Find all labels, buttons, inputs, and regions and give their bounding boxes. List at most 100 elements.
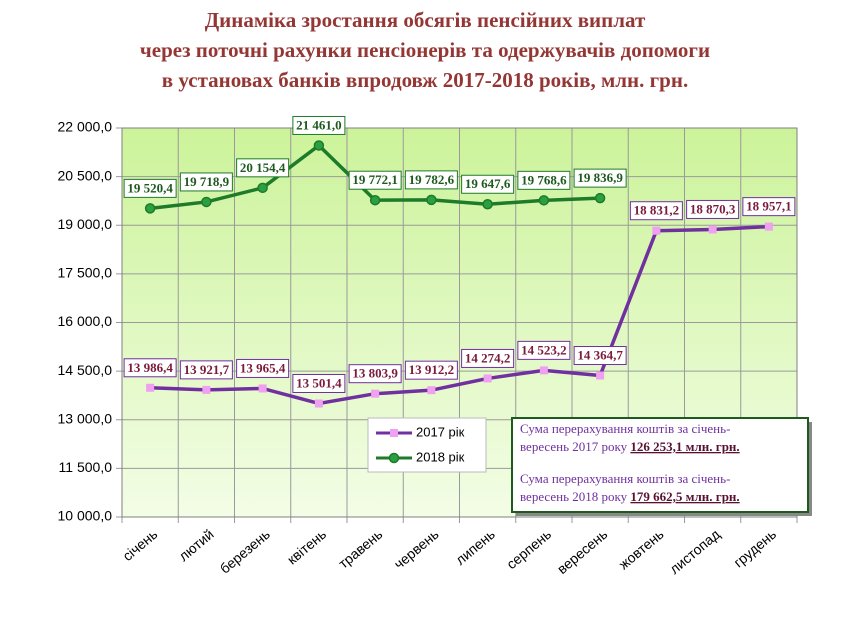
data-label-box: [123, 178, 177, 198]
marker: [201, 196, 212, 208]
data-label-box: [292, 115, 346, 135]
data-label: 13 921,7: [184, 362, 230, 377]
data-label-box: [404, 360, 458, 380]
marker: [596, 371, 605, 380]
data-label-box: [461, 348, 515, 368]
marker: [371, 389, 380, 398]
plot-border: [121, 127, 798, 518]
y-tick-label: 10 000,0: [58, 508, 113, 524]
x-tick-label: січень: [119, 526, 160, 564]
marker: [202, 385, 211, 394]
x-tick-label: березень: [217, 526, 273, 577]
annotation-text: вересень 2018 року 179 662,5 млн. грн.: [520, 489, 740, 504]
x-tick-label: липень: [452, 526, 498, 568]
x-tick-label: грудень: [730, 526, 779, 571]
annotation-text: Сума перерахування коштів за січень-: [520, 471, 730, 486]
x-tick-label: серпень: [503, 526, 554, 572]
data-label-box: [236, 158, 290, 178]
y-tick-label: 17 500,0: [58, 265, 113, 281]
data-label-box: [179, 360, 233, 380]
data-label: 14 274,2: [465, 350, 511, 365]
marker: [258, 384, 267, 393]
marker: [652, 226, 661, 235]
data-label: 20 154,4: [240, 160, 286, 175]
data-label: 19 647,6: [465, 176, 511, 191]
data-label: 18 870,3: [690, 201, 736, 216]
data-label-box: [461, 174, 515, 194]
marker: [314, 399, 323, 408]
data-label-box: [573, 346, 627, 366]
chart-title: в установах банків впродовж 2017-2018 ро…: [162, 68, 688, 92]
data-label-box: [742, 197, 796, 217]
data-label: 19 782,6: [409, 172, 455, 187]
marker: [539, 366, 548, 375]
legend-label: 2017 рік: [416, 424, 465, 439]
x-tick-label: квітень: [284, 526, 329, 568]
data-label: 14 523,2: [521, 342, 567, 357]
legend-label: 2018 рік: [416, 449, 465, 464]
marker: [427, 386, 436, 395]
x-tick-label: червень: [391, 526, 442, 572]
series-line: [150, 224, 769, 406]
chart-title: Динаміка зростання обсягів пенсійних вип…: [205, 8, 646, 32]
marker: [313, 140, 325, 151]
data-label: 21 461,0: [296, 117, 342, 132]
data-label-box: [236, 358, 290, 378]
annotation-box: [511, 417, 809, 513]
data-label-box: [573, 168, 627, 188]
y-tick-label: 11 500,0: [59, 459, 113, 475]
y-tick-label: 14 500,0: [58, 362, 113, 378]
data-label: 18 957,1: [746, 199, 792, 214]
annotation-text: вересень 2017 року: [520, 439, 630, 454]
data-label: 13 803,9: [352, 366, 398, 381]
data-label: 19 768,6: [521, 172, 567, 187]
data-label: 18 831,2: [634, 203, 680, 218]
y-tick-label: 13 000,0: [58, 410, 113, 426]
marker: [482, 199, 493, 210]
annotation-text: вересень 2018 року: [520, 489, 630, 504]
data-label: 13 986,4: [127, 360, 173, 375]
data-label: 13 912,2: [409, 362, 455, 377]
marker: [369, 194, 381, 206]
marker: [538, 195, 550, 206]
y-tick-label: 22 000,0: [58, 119, 113, 135]
legend-marker: [390, 429, 398, 437]
data-label: 14 364,7: [577, 347, 623, 362]
annotation-amount: 126 253,1 млн. грн.: [630, 439, 739, 454]
marker: [146, 383, 155, 392]
data-label-box: [517, 340, 571, 360]
marker: [426, 194, 437, 206]
marker: [764, 222, 773, 231]
data-label: 13 965,4: [240, 360, 286, 375]
legend-marker: [388, 452, 400, 464]
data-label: 19 718,9: [184, 174, 230, 189]
data-label-box: [179, 172, 233, 192]
x-tick-label: листопад: [666, 526, 723, 577]
annotation-text: Сума перерахування коштів за січень-: [520, 421, 730, 436]
x-tick-label: травень: [335, 526, 385, 572]
marker: [594, 192, 606, 204]
data-label-box: [629, 201, 683, 221]
data-label: 19 772,1: [352, 172, 398, 187]
data-label-box: [686, 199, 740, 219]
marker: [483, 374, 492, 383]
data-label-box: [404, 170, 458, 190]
y-tick-label: 16 000,0: [58, 313, 113, 329]
x-tick-label: вересень: [554, 526, 611, 577]
annotation-amount: 179 662,5 млн. грн.: [630, 489, 739, 504]
x-tick-label: жовтень: [616, 526, 667, 573]
data-label-box: [517, 170, 571, 190]
data-label: 19 520,4: [127, 180, 173, 195]
marker: [144, 203, 156, 214]
y-tick-label: 20 500,0: [58, 167, 113, 183]
data-label: 13 501,4: [296, 375, 342, 390]
marker: [257, 182, 268, 194]
y-tick-label: 19 000,0: [58, 216, 113, 232]
data-label: 19 836,9: [577, 170, 623, 185]
annotation-text: вересень 2017 року 126 253,1 млн. грн.: [520, 439, 740, 454]
legend: [367, 417, 487, 473]
marker: [708, 225, 717, 234]
data-label-box: [348, 364, 402, 384]
data-label-box: [348, 170, 402, 190]
